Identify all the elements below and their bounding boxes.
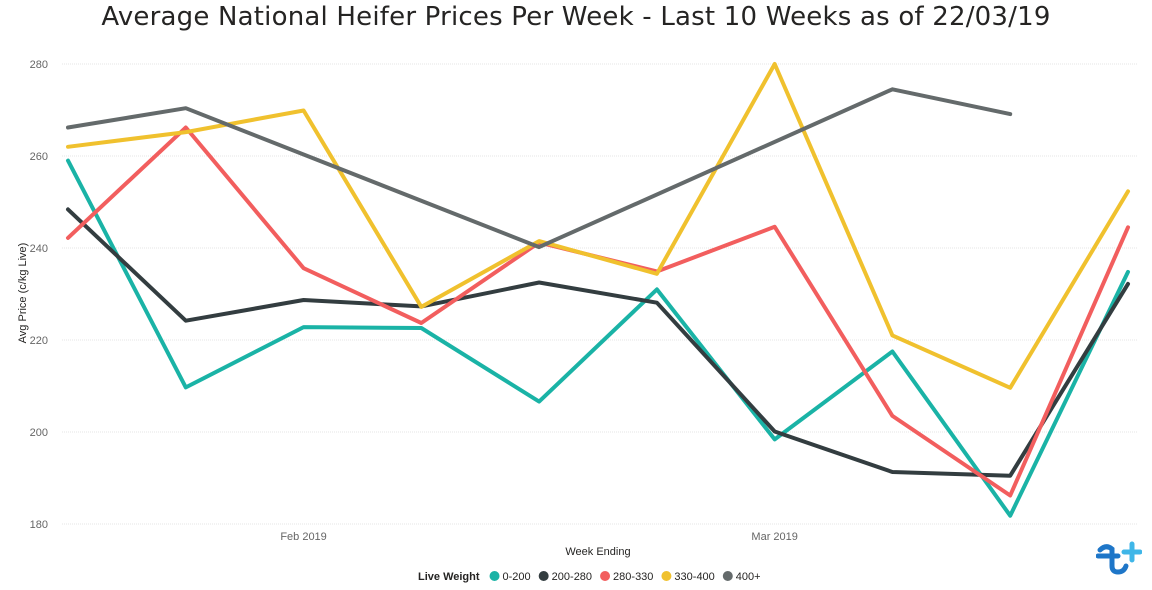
y-tick-label: 220 xyxy=(30,335,48,347)
legend-label: 200-280 xyxy=(552,571,592,583)
series-line-0-200 xyxy=(66,158,1130,518)
brand-logo-icon xyxy=(1096,541,1142,575)
series-line-200-280 xyxy=(66,207,1130,478)
y-tick-label: 280 xyxy=(30,59,48,71)
legend-marker-400+ xyxy=(722,571,733,581)
legend-marker-330-400 xyxy=(661,571,672,581)
legend-title: Live Weight xyxy=(418,571,480,583)
series-lines xyxy=(66,62,1130,518)
legend-label: 280-330 xyxy=(613,571,653,583)
legend-marker-280-330 xyxy=(600,571,611,581)
x-axis-ticks: Feb 2019 Mar 2019 xyxy=(280,531,798,543)
gridlines xyxy=(62,63,1138,525)
y-tick-label: 180 xyxy=(30,519,48,531)
series-line-400+ xyxy=(66,87,1013,250)
legend: Live Weight 0-200 200-280 280-330 330-400 40… xyxy=(418,571,761,583)
y-tick-label: 260 xyxy=(30,151,48,163)
series-line-330-400 xyxy=(66,62,1130,390)
legend-label: 0-200 xyxy=(503,571,531,583)
chart-title: Average National Heifer Prices Per Week … xyxy=(101,2,1051,32)
legend-marker-0-200 xyxy=(489,571,500,581)
y-tick-label: 200 xyxy=(30,427,48,439)
y-tick-label: 240 xyxy=(30,243,48,255)
legend-label: 330-400 xyxy=(674,571,714,583)
y-axis-title: Avg Price (c/kg Live) xyxy=(17,243,29,344)
legend-label: 400+ xyxy=(736,571,761,583)
y-axis-ticks: 180 200 220 240 260 280 xyxy=(30,59,48,531)
x-tick-label: Feb 2019 xyxy=(280,531,326,543)
legend-marker-200-280 xyxy=(538,571,549,581)
x-tick-label: Mar 2019 xyxy=(751,531,797,543)
x-axis-title: Week Ending xyxy=(565,546,630,558)
